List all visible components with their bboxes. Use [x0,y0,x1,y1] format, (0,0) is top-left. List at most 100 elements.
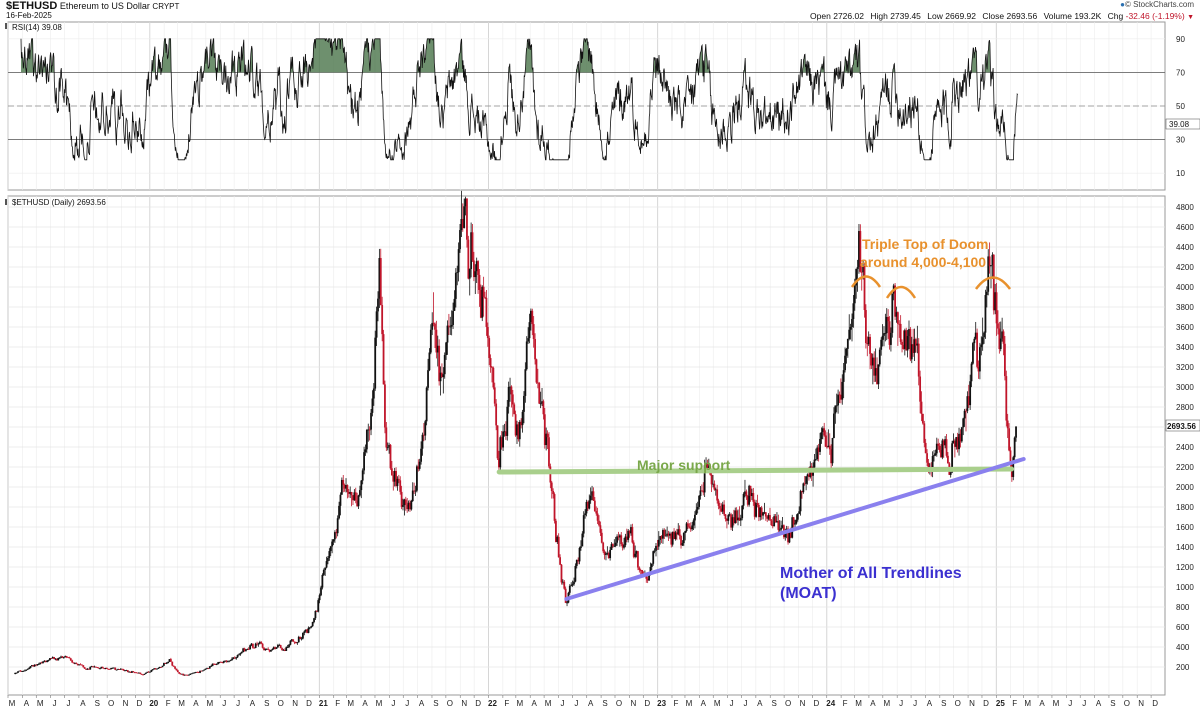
candle-body [781,525,784,528]
price-y-tick-label: 4800 [1176,203,1194,212]
candle-body [528,322,531,339]
candle-body [154,668,157,670]
candle-body [667,533,670,536]
rsi-overbought-area [420,38,435,73]
candle-body [314,610,317,619]
candle-body [436,345,439,353]
candle-body [988,256,991,267]
candle-body [838,394,841,396]
candle-body [310,626,313,628]
candle-body [627,530,630,540]
price-y-tick-label: 1000 [1176,583,1194,592]
candle-body [235,657,238,659]
chg-value: -32.46 (-1.19%) [1125,11,1185,21]
candle-body [787,528,789,543]
candle-body [395,470,397,486]
high-label: High [870,11,888,21]
candle-body [949,472,952,475]
x-tick-label: J [405,699,409,708]
candle-body [853,285,856,304]
candle-body [400,491,403,507]
candle-body [855,268,858,286]
x-tick-label: J [730,699,734,708]
candle-body [99,668,101,670]
x-tick-label: A [532,699,538,708]
candle-body [691,525,694,530]
candle-body [556,536,559,542]
candle-body [799,491,802,512]
candle-body [290,639,293,641]
candle-body [666,533,669,536]
candle-body [14,672,17,675]
candle-body [865,310,867,344]
candle-body [47,660,50,661]
candle-body [174,666,176,669]
candle-body [46,660,49,663]
candle-body [937,443,940,446]
x-tick-label: O [447,699,453,708]
candle-body [621,544,624,548]
candle-body [803,483,806,485]
candle-body [755,503,757,517]
x-tick-label: 21 [319,699,328,708]
candle-body [698,495,700,507]
candle-body [289,640,292,645]
candle-body [350,491,353,496]
candle-body [559,557,561,565]
candle-body [966,396,969,411]
candle-body [994,292,997,311]
candle-body [125,670,128,671]
candle-body [441,372,443,378]
price-last-value-box [1165,419,1200,432]
candle-body [115,669,118,671]
candle-body [54,658,57,660]
price-y-tick-label: 400 [1176,643,1190,652]
candle-body [518,421,521,440]
candle-body [119,668,122,670]
candle-body [368,429,371,431]
x-tick-label: A [362,699,368,708]
price-candles [14,190,1017,676]
candle-body [302,632,304,639]
x-tick-label: 22 [488,699,497,708]
x-tick-label: M [347,699,354,708]
candle-body [156,668,158,670]
candle-body [454,272,457,299]
candle-body [710,474,713,485]
candle-body [680,535,682,546]
candle-body [980,344,983,348]
candle-body [816,447,819,460]
candle-body [178,672,181,674]
candle-body [186,674,189,676]
x-tick-label: J [236,699,240,708]
candle-body [912,344,915,353]
candle-body [278,645,281,646]
candle-body [468,269,471,279]
candle-body [921,413,924,424]
candle-body [503,431,506,433]
rsi-y-tick-label: 30 [1176,136,1185,145]
rsi-overbought-area [800,59,802,73]
candle-body [179,673,182,675]
candle-body [592,491,595,501]
candle-body [193,672,196,674]
candle-body [573,581,575,585]
candle-body [849,327,852,330]
candle-body [403,499,406,506]
candle-body [122,669,125,671]
candle-body [639,569,642,571]
candle-body [386,447,389,449]
candle-body [969,381,972,406]
candle-body [862,265,865,273]
x-tick-label: A [80,699,86,708]
x-tick-label: N [461,699,467,708]
candle-body [361,470,364,481]
candle-body [906,336,909,351]
candle-body [607,553,610,559]
candle-body [509,386,511,388]
candle-body [839,394,842,400]
candle-body [581,533,584,547]
candle-body [920,401,923,414]
candle-body [286,646,289,648]
candle-body [211,663,214,667]
